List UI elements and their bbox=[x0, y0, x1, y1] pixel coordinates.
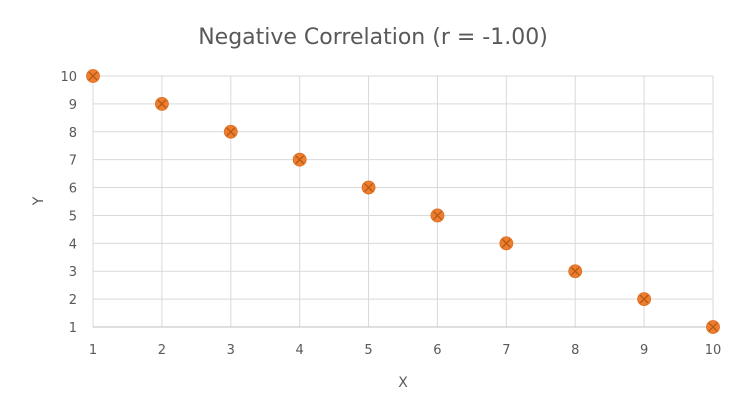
y-tick-label: 7 bbox=[69, 154, 77, 169]
data-point bbox=[430, 208, 445, 223]
data-point-cross bbox=[364, 183, 373, 192]
y-tick-label: 10 bbox=[60, 70, 77, 85]
y-tick-label: 4 bbox=[69, 237, 77, 252]
y-tick-label: 1 bbox=[69, 321, 77, 336]
x-tick-labels: 1 2 3 4 5 6 7 8 9 10 bbox=[89, 343, 721, 358]
data-point bbox=[499, 236, 514, 251]
y-axis-label: Y bbox=[31, 196, 47, 206]
data-point-cross bbox=[570, 266, 580, 276]
x-tick-label: 6 bbox=[433, 343, 441, 358]
data-point-cross bbox=[502, 239, 511, 248]
x-tick-label: 2 bbox=[158, 343, 166, 358]
data-point-cross bbox=[295, 155, 304, 164]
data-point-cross bbox=[226, 127, 236, 137]
chart-title: Negative Correlation (r = -1.00) bbox=[198, 25, 548, 50]
x-tick-label: 10 bbox=[705, 343, 722, 358]
data-point-cross bbox=[708, 322, 718, 332]
data-point-cross bbox=[639, 294, 649, 304]
x-tick-label: 3 bbox=[227, 343, 235, 358]
x-tick-label: 8 bbox=[571, 343, 579, 358]
data-point bbox=[154, 96, 169, 111]
data-point bbox=[706, 320, 720, 334]
y-tick-label: 6 bbox=[69, 182, 77, 197]
x-tick-label: 9 bbox=[640, 343, 648, 358]
data-point bbox=[637, 292, 652, 307]
grid bbox=[92, 75, 714, 328]
y-tick-label: 3 bbox=[69, 265, 77, 280]
data-point bbox=[223, 124, 238, 139]
data-point bbox=[568, 264, 583, 279]
data-points bbox=[86, 69, 720, 334]
data-point-cross bbox=[157, 99, 167, 109]
data-point-cross bbox=[433, 211, 442, 220]
data-point bbox=[86, 69, 100, 83]
y-tick-label: 2 bbox=[69, 293, 77, 308]
y-tick-label: 8 bbox=[69, 126, 77, 141]
y-tick-label: 5 bbox=[69, 209, 77, 224]
data-point bbox=[361, 180, 376, 195]
y-tick-label: 9 bbox=[69, 98, 77, 113]
x-tick-label: 1 bbox=[89, 343, 97, 358]
x-tick-label: 4 bbox=[296, 343, 304, 358]
data-point bbox=[292, 152, 307, 167]
data-point-cross bbox=[88, 71, 98, 81]
x-axis-label: X bbox=[398, 375, 408, 391]
x-tick-label: 7 bbox=[502, 343, 510, 358]
x-tick-label: 5 bbox=[364, 343, 372, 358]
y-tick-labels: 1 2 3 4 5 6 7 8 9 10 bbox=[60, 70, 77, 336]
